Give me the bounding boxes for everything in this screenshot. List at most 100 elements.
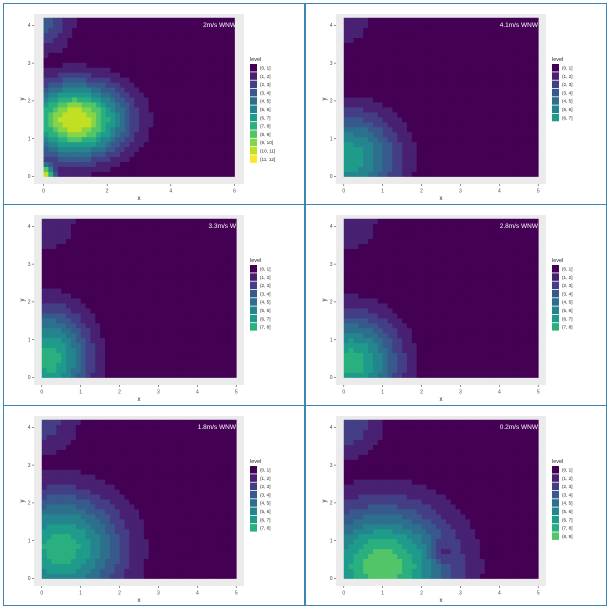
contour-cell: [436, 111, 442, 118]
contour-cell: [528, 116, 534, 123]
contour-cell: [363, 298, 369, 304]
contour-cell: [48, 32, 54, 39]
contour-cell: [100, 317, 106, 324]
contour-cell: [397, 342, 403, 349]
contour-cell: [153, 357, 159, 363]
contour-cell: [119, 303, 125, 309]
contour-cell: [416, 248, 422, 254]
contour-cell: [406, 156, 413, 162]
contour-cell: [104, 283, 111, 289]
contour-cell: [224, 87, 231, 93]
contour-cell: [104, 243, 111, 249]
contour-cell: [377, 268, 384, 274]
contour-cell: [168, 238, 174, 244]
contour-cell: [226, 278, 232, 284]
contour-cell: [441, 97, 447, 103]
contour-cell: [100, 22, 106, 29]
contour-cell: [148, 67, 154, 73]
contour-cell: [109, 233, 116, 240]
contour-cell: [95, 372, 101, 378]
contour-cell: [431, 156, 437, 162]
contour-cell: [368, 233, 374, 240]
contour-cell: [470, 57, 476, 63]
contour-cell: [431, 367, 437, 373]
contour-cell: [100, 156, 106, 162]
contour-cell: [402, 308, 408, 314]
contour-cell: [406, 372, 413, 378]
contour-cell: [86, 22, 92, 29]
contour-cell: [72, 171, 78, 177]
contour-cell: [158, 218, 164, 225]
contour-cell: [489, 337, 495, 344]
contour-cell: [197, 278, 203, 284]
contour-cell: [167, 141, 173, 148]
contour-cell: [436, 317, 442, 324]
contour-cell: [465, 82, 471, 88]
contour-cell: [187, 312, 193, 319]
contour-cell: [134, 87, 140, 93]
contour-cell: [397, 17, 403, 24]
contour-cell: [201, 107, 207, 113]
contour-cell: [368, 362, 374, 368]
contour-cell: [215, 37, 221, 43]
contour-cell: [186, 42, 192, 48]
contour-cell: [421, 87, 427, 93]
contour-cell: [363, 273, 369, 279]
contour-cell: [139, 223, 145, 230]
contour-cell: [167, 62, 173, 68]
contour-cell: [416, 47, 422, 53]
contour-cell: [406, 72, 413, 78]
contour-cell: [177, 228, 184, 235]
contour-cell: [207, 298, 213, 304]
contour-cell: [392, 166, 398, 172]
contour-cell: [139, 166, 145, 172]
contour-cell: [143, 243, 150, 249]
contour-cell: [115, 107, 121, 113]
contour-cell: [153, 288, 159, 294]
contour-cell: [75, 238, 82, 244]
contour-cell: [431, 67, 437, 73]
contour-cell: [450, 161, 456, 167]
contour-cell: [402, 72, 408, 78]
contour-cell: [172, 52, 178, 58]
contour-cell: [81, 92, 87, 98]
contour-cell: [53, 87, 59, 93]
contour-cell: [221, 342, 227, 349]
contour-cell: [41, 218, 48, 225]
contour-cell: [368, 131, 374, 138]
contour-cell: [470, 308, 476, 314]
contour-cell: [205, 57, 211, 63]
contour-cell: [229, 156, 235, 162]
contour-cell: [460, 317, 466, 324]
contour-cell: [368, 312, 374, 319]
contour-cell: [377, 288, 384, 294]
contour-cell: [202, 258, 208, 264]
contour-cell: [163, 283, 169, 289]
contour-cell: [504, 92, 510, 98]
contour-cell: [153, 67, 159, 73]
contour-cell: [358, 97, 364, 103]
contour-cell: [372, 278, 379, 284]
contour-cell: [343, 87, 350, 93]
contour-cell: [523, 52, 529, 58]
contour-cell: [139, 218, 145, 225]
contour-cell: [479, 243, 486, 249]
contour-cell: [56, 367, 62, 373]
contour-cell: [416, 82, 422, 88]
contour-cell: [72, 42, 78, 48]
contour-cell: [460, 352, 466, 359]
contour-cell: [100, 312, 106, 319]
contour-cell: [172, 72, 178, 78]
contour-cell: [421, 146, 427, 153]
contour-cell: [358, 62, 364, 68]
contour-cell: [484, 298, 491, 304]
contour-cell: [455, 166, 461, 172]
contour-cell: [205, 121, 211, 128]
contour-cell: [397, 27, 403, 34]
contour-cell: [411, 42, 418, 48]
contour-cell: [431, 253, 437, 259]
contour-cell: [489, 218, 495, 225]
contour-cell: [224, 37, 231, 43]
contour-cell: [431, 47, 437, 53]
contour-cell: [221, 228, 227, 235]
